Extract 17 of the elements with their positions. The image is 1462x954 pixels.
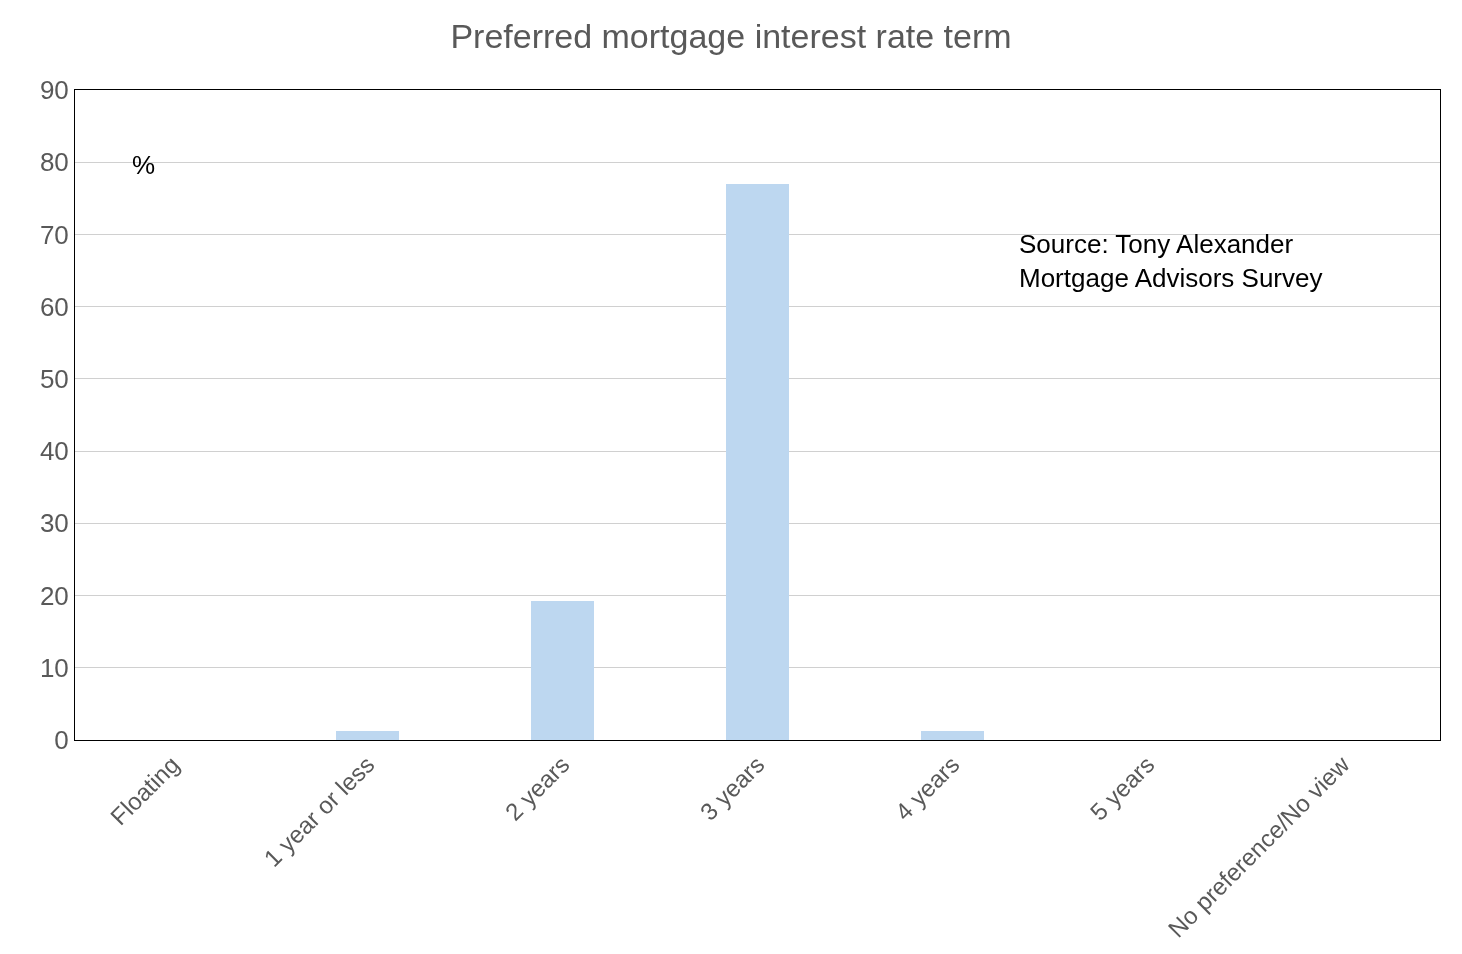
y-tick-label: 50 <box>39 363 69 394</box>
y-tick-label: 80 <box>39 147 69 178</box>
bar <box>531 601 594 740</box>
y-tick-label: 60 <box>39 291 69 322</box>
y-tick-label: 70 <box>39 219 69 250</box>
y-tick-label: 30 <box>39 508 69 539</box>
y-tick-label: 90 <box>39 75 69 106</box>
bar <box>921 731 984 740</box>
y-tick-label: 0 <box>54 725 69 756</box>
chart-title: Preferred mortgage interest rate term <box>450 16 1012 55</box>
bar <box>336 731 399 740</box>
y-tick-label: 20 <box>39 580 69 611</box>
annotation: Source: Tony Alexander Mortgage Advisors Survey <box>1019 229 1323 293</box>
annotation: % <box>132 150 156 180</box>
y-tick-label: 40 <box>39 436 69 467</box>
bar <box>726 184 789 740</box>
y-tick-label: 10 <box>39 652 69 683</box>
